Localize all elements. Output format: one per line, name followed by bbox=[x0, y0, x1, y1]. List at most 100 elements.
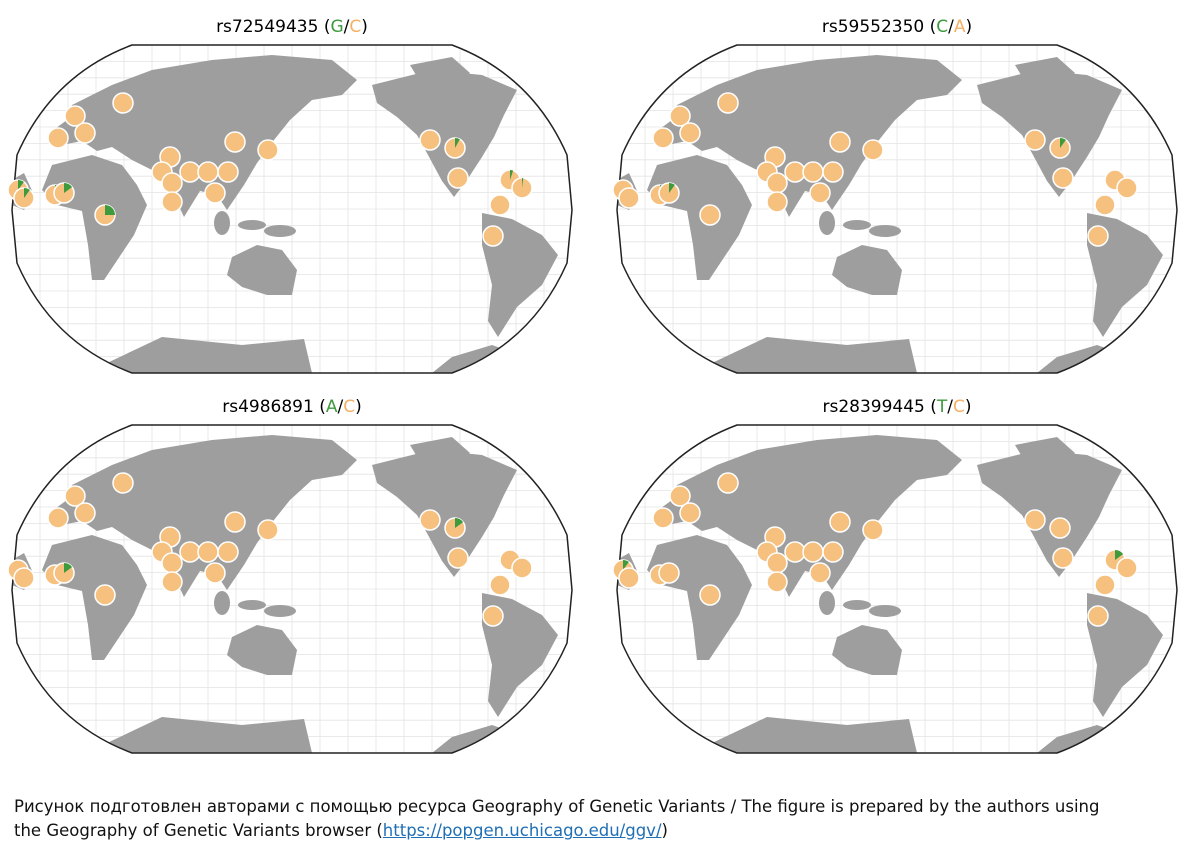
title-part: A bbox=[954, 17, 966, 37]
population-marker bbox=[197, 541, 219, 563]
population-marker bbox=[224, 511, 246, 533]
population-marker bbox=[652, 127, 674, 149]
map-title: rs28399445 (T/C) bbox=[822, 397, 971, 417]
population-marker bbox=[74, 122, 96, 144]
title-part: / bbox=[337, 397, 343, 417]
population-marker bbox=[829, 511, 851, 533]
title-part: C bbox=[936, 17, 948, 37]
population-marker bbox=[161, 571, 183, 593]
population-marker bbox=[13, 567, 35, 589]
pie-wedge bbox=[64, 183, 73, 193]
population-marker bbox=[204, 562, 226, 584]
link[interactable]: https://popgen.uchicago.edu/ggv/ bbox=[382, 821, 662, 840]
population-marker bbox=[1024, 509, 1046, 531]
pie-wedge bbox=[623, 560, 629, 570]
map-outline bbox=[11, 424, 573, 754]
population-marker bbox=[161, 552, 183, 574]
population-marker bbox=[658, 562, 680, 584]
pie-wedge bbox=[455, 518, 464, 528]
title-part: rs4986891 ( bbox=[222, 397, 326, 417]
population-marker bbox=[47, 127, 69, 149]
population-marker bbox=[204, 182, 226, 204]
population-marker bbox=[489, 574, 511, 596]
population-marker bbox=[802, 161, 824, 183]
population-marker bbox=[1116, 177, 1138, 199]
population-marker bbox=[511, 557, 533, 579]
population-marker bbox=[1052, 167, 1074, 189]
population-marker bbox=[179, 541, 201, 563]
population-marker bbox=[802, 541, 824, 563]
title-part: C bbox=[349, 17, 361, 37]
population-marker bbox=[224, 131, 246, 153]
population-marker bbox=[64, 485, 86, 507]
population-marker bbox=[179, 161, 201, 183]
caption-text: the Geography of Genetic Variants browse… bbox=[14, 821, 383, 840]
pie-wedge bbox=[1060, 138, 1066, 148]
population-marker bbox=[197, 161, 219, 183]
population-marker bbox=[1087, 605, 1109, 627]
title-part: G bbox=[330, 17, 343, 37]
title-part: / bbox=[344, 17, 350, 37]
map-content bbox=[617, 45, 1177, 373]
map bbox=[7, 424, 573, 754]
map-outline bbox=[616, 44, 1178, 374]
population-marker bbox=[766, 552, 788, 574]
map bbox=[612, 424, 1178, 754]
population-marker bbox=[809, 562, 831, 584]
population-marker bbox=[64, 105, 86, 127]
population-marker bbox=[699, 204, 721, 226]
population-marker bbox=[766, 172, 788, 194]
map bbox=[612, 44, 1178, 374]
population-marker bbox=[652, 507, 674, 529]
population-marker bbox=[822, 161, 844, 183]
pie-wedge bbox=[105, 205, 115, 215]
map-content bbox=[617, 425, 1177, 753]
population-marker bbox=[482, 605, 504, 627]
population-marker bbox=[1024, 129, 1046, 151]
title-part: ) bbox=[966, 17, 973, 37]
population-marker bbox=[862, 519, 884, 541]
pie-wedge bbox=[24, 188, 30, 198]
population-marker bbox=[217, 541, 239, 563]
population-marker bbox=[766, 191, 788, 213]
population-marker bbox=[161, 172, 183, 194]
title-part: / bbox=[948, 17, 954, 37]
population-marker bbox=[679, 122, 701, 144]
map-outline bbox=[11, 44, 573, 374]
population-marker bbox=[822, 541, 844, 563]
population-marker bbox=[161, 191, 183, 213]
population-marker bbox=[74, 502, 96, 524]
title-part: ) bbox=[965, 397, 972, 417]
map-title: rs59552350 (C/A) bbox=[822, 17, 972, 37]
population-marker bbox=[784, 541, 806, 563]
map bbox=[7, 44, 573, 374]
population-marker bbox=[257, 519, 279, 541]
pie-wedge bbox=[455, 138, 460, 148]
population-marker bbox=[1094, 194, 1116, 216]
population-marker bbox=[217, 161, 239, 183]
population-marker bbox=[717, 92, 739, 114]
map-outline bbox=[616, 424, 1178, 754]
population-marker bbox=[679, 502, 701, 524]
pie-wedge bbox=[18, 180, 24, 190]
population-marker bbox=[257, 139, 279, 161]
population-marker bbox=[809, 182, 831, 204]
population-marker bbox=[669, 105, 691, 127]
pie-wedge bbox=[1115, 550, 1124, 560]
population-marker bbox=[1116, 557, 1138, 579]
population-marker bbox=[482, 225, 504, 247]
population-marker bbox=[669, 485, 691, 507]
population-marker bbox=[94, 584, 116, 606]
title-part: C bbox=[953, 397, 965, 417]
pie-wedge bbox=[522, 178, 524, 188]
population-marker bbox=[47, 507, 69, 529]
population-marker bbox=[862, 139, 884, 161]
map-content bbox=[12, 425, 572, 753]
population-marker bbox=[1094, 574, 1116, 596]
title-part: / bbox=[947, 397, 953, 417]
population-marker bbox=[1049, 517, 1071, 539]
title-part: rs72549435 ( bbox=[216, 17, 330, 37]
population-marker bbox=[419, 129, 441, 151]
population-marker bbox=[784, 161, 806, 183]
